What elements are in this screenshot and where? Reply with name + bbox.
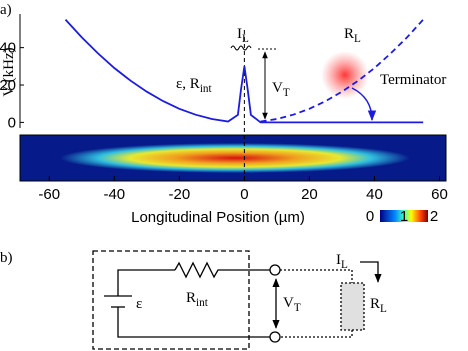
terminator-label: Terminator — [380, 72, 446, 88]
colorbar — [380, 210, 428, 222]
circuit — [92, 250, 382, 350]
load-label-sub: L — [354, 33, 361, 45]
resistor-label-sub: int — [196, 297, 209, 309]
current-arrow — [360, 261, 382, 283]
y-tick-label: 40 — [0, 40, 16, 57]
colorbar-tick-label: 1 — [400, 208, 408, 225]
potential-line — [64, 18, 424, 124]
emf-label: ε — [136, 296, 142, 312]
load-label-main: R — [344, 26, 354, 42]
source-box — [92, 250, 250, 350]
load — [340, 282, 365, 331]
current-label: IL — [336, 252, 348, 271]
source-label: ε, Rint — [176, 76, 213, 95]
load-wire — [280, 269, 353, 338]
current-label-main: I — [237, 26, 242, 42]
y-axis-label: V (kHz) — [1, 47, 17, 96]
x-tick-label: 0 — [240, 186, 248, 203]
resistor-label: Rint — [186, 290, 209, 309]
panel-label: b) — [0, 250, 13, 266]
source-label-main: ε, R — [176, 76, 200, 92]
load-label: RL — [370, 296, 387, 315]
voltage-label: VT — [283, 295, 301, 314]
x-axis-label: Longitudinal Position (µm) — [131, 209, 305, 226]
load-label-sub: L — [380, 303, 387, 315]
resistor — [174, 261, 270, 279]
x-tick-label: -40 — [103, 186, 125, 203]
voltage-label-sub: T — [294, 302, 301, 314]
x-tick-label: 40 — [366, 186, 383, 203]
resistor-label-main: R — [186, 290, 196, 306]
current-squiggle — [230, 45, 252, 51]
terminal — [269, 331, 281, 343]
y-tick-label: 0 — [8, 114, 16, 131]
terminator-arrow — [351, 87, 377, 122]
terminal — [269, 264, 281, 276]
current-label-sub: L — [341, 259, 348, 271]
y-tick-label: 20 — [0, 77, 16, 94]
x-tick-label: -60 — [38, 186, 60, 203]
voltage-label-sub: T — [283, 87, 290, 99]
panel-label: a) — [0, 2, 12, 18]
colorbar-tick-label: 0 — [366, 208, 374, 225]
wire — [117, 307, 270, 338]
colorbar-tick-label: 2 — [430, 208, 438, 225]
load-label-main: R — [370, 296, 380, 312]
load-label: RL — [344, 26, 361, 45]
voltage-label: VT — [272, 80, 290, 99]
x-tick-label: -20 — [168, 186, 190, 203]
voltage-label-main: V — [283, 295, 294, 311]
source-label-sub: int — [200, 83, 213, 95]
current-label-main: I — [336, 252, 341, 268]
terminator-glow — [321, 51, 369, 99]
x-tick-label: 60 — [431, 186, 448, 203]
wire — [117, 269, 175, 296]
current-label: IL — [237, 26, 249, 45]
atom-cloud — [60, 143, 410, 173]
current-label-sub: L — [242, 33, 249, 45]
heatmap-frame — [19, 134, 447, 182]
voltage-label-main: V — [272, 80, 283, 96]
x-tick-label: 20 — [301, 186, 318, 203]
